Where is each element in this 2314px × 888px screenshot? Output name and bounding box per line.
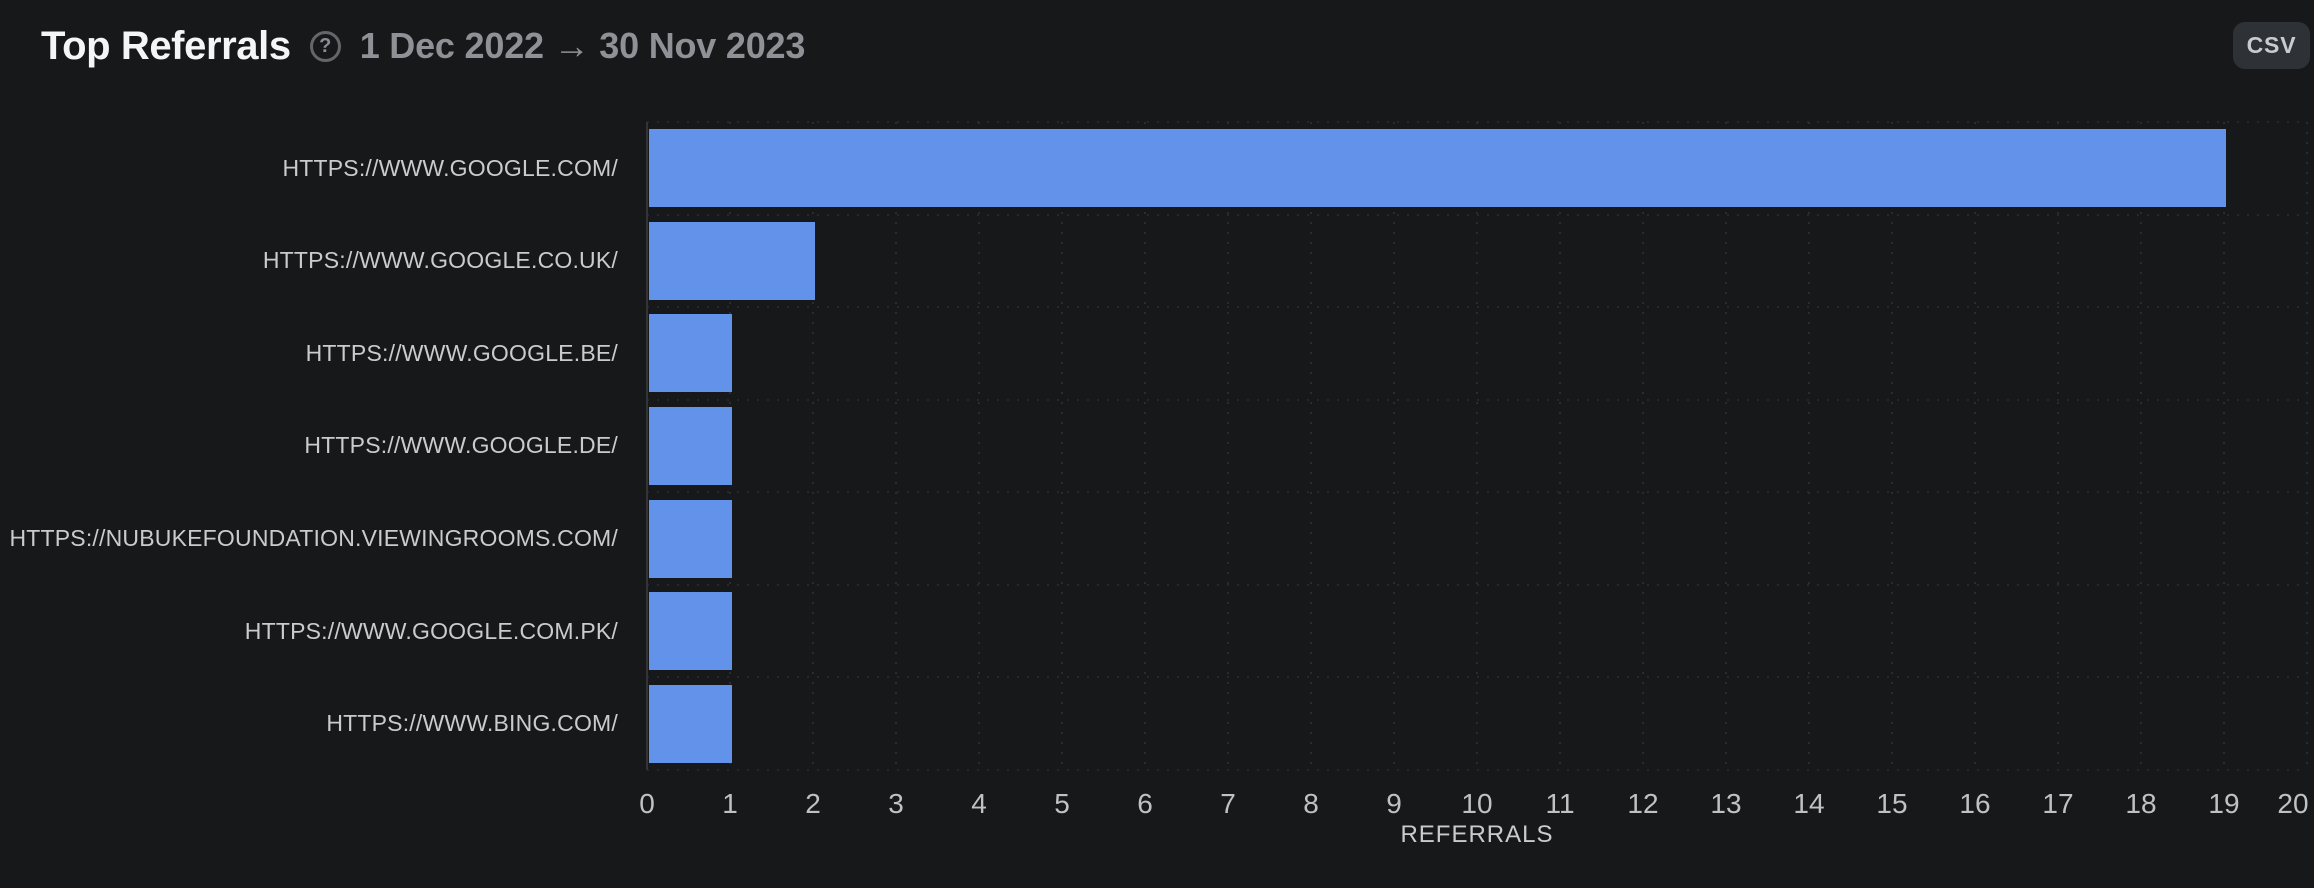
x-tick-label: 4 <box>971 788 987 819</box>
panel-header: Top Referrals ? 1 Dec 2022 → 30 Nov 2023 <box>41 14 805 78</box>
x-tick-label: 20 <box>2277 788 2309 819</box>
vertical-gridline <box>1476 122 1478 770</box>
x-tick-label: 12 <box>1627 788 1659 819</box>
x-tick-label: 8 <box>1303 788 1319 819</box>
vertical-gridline <box>2140 122 2142 770</box>
vertical-gridline <box>1310 122 1312 770</box>
x-tick-label: 13 <box>1710 788 1742 819</box>
vertical-gridline <box>978 122 980 770</box>
x-tick-label: 1 <box>722 788 738 819</box>
vertical-gridline <box>1974 122 1976 770</box>
vertical-gridline <box>1808 122 1810 770</box>
x-tick-label: 10 <box>1461 788 1493 819</box>
vertical-gridline <box>1725 122 1727 770</box>
x-tick-label: 11 <box>1545 788 1575 819</box>
x-tick-label: 19 <box>2208 788 2240 819</box>
category-label: HTTPS://NUBUKEFOUNDATION.VIEWINGROOMS.CO… <box>9 525 618 552</box>
csv-export-button[interactable]: CSV <box>2233 22 2310 69</box>
x-tick-label: 5 <box>1054 788 1070 819</box>
x-tick-label: 0 <box>639 788 655 819</box>
vertical-gridline <box>812 122 814 770</box>
category-label: HTTPS://WWW.GOOGLE.COM.PK/ <box>244 617 618 644</box>
zero-axis-line <box>646 122 648 770</box>
x-tick-label: 2 <box>805 788 821 819</box>
vertical-gridline <box>1227 122 1229 770</box>
vertical-gridline <box>1891 122 1893 770</box>
x-tick-label: 14 <box>1793 788 1825 819</box>
category-label: HTTPS://WWW.GOOGLE.CO.UK/ <box>262 247 618 274</box>
bar-1[interactable] <box>649 129 2226 208</box>
bar-2[interactable] <box>649 221 815 300</box>
help-icon[interactable]: ? <box>309 30 341 62</box>
x-tick-label: 7 <box>1220 788 1236 819</box>
category-label: HTTPS://WWW.BING.COM/ <box>326 710 618 737</box>
x-tick-label: 6 <box>1137 788 1153 819</box>
x-tick-label: 9 <box>1386 788 1402 819</box>
x-axis-title: REFERRALS <box>1400 821 1554 848</box>
page-title: Top Referrals <box>41 23 291 68</box>
bar-7[interactable] <box>649 684 732 763</box>
category-label: HTTPS://WWW.GOOGLE.DE/ <box>304 432 618 459</box>
category-label: HTTPS://WWW.GOOGLE.BE/ <box>305 339 618 366</box>
bar-5[interactable] <box>649 499 732 578</box>
bar-6[interactable] <box>649 592 732 671</box>
x-tick-label: 16 <box>1959 788 1991 819</box>
date-range[interactable]: 1 Dec 2022 → 30 Nov 2023 <box>359 25 806 66</box>
vertical-gridline <box>1393 122 1395 770</box>
vertical-gridline <box>1559 122 1561 770</box>
horizontal-gridline <box>647 769 2307 771</box>
category-label: HTTPS://WWW.GOOGLE.COM/ <box>282 154 618 181</box>
vertical-gridline <box>2306 122 2308 770</box>
vertical-gridline <box>1061 122 1063 770</box>
plot-area <box>646 121 2308 771</box>
vertical-gridline <box>1642 122 1644 770</box>
vertical-gridline <box>2223 122 2225 770</box>
x-tick-label: 18 <box>2125 788 2157 819</box>
bar-3[interactable] <box>649 314 732 393</box>
bar-4[interactable] <box>649 407 732 485</box>
x-tick-label: 3 <box>888 788 904 819</box>
x-tick-label: 17 <box>2042 788 2074 819</box>
x-tick-label: 15 <box>1876 788 1908 819</box>
vertical-gridline <box>1144 122 1146 770</box>
vertical-gridline <box>895 122 897 770</box>
vertical-gridline <box>2057 122 2059 770</box>
